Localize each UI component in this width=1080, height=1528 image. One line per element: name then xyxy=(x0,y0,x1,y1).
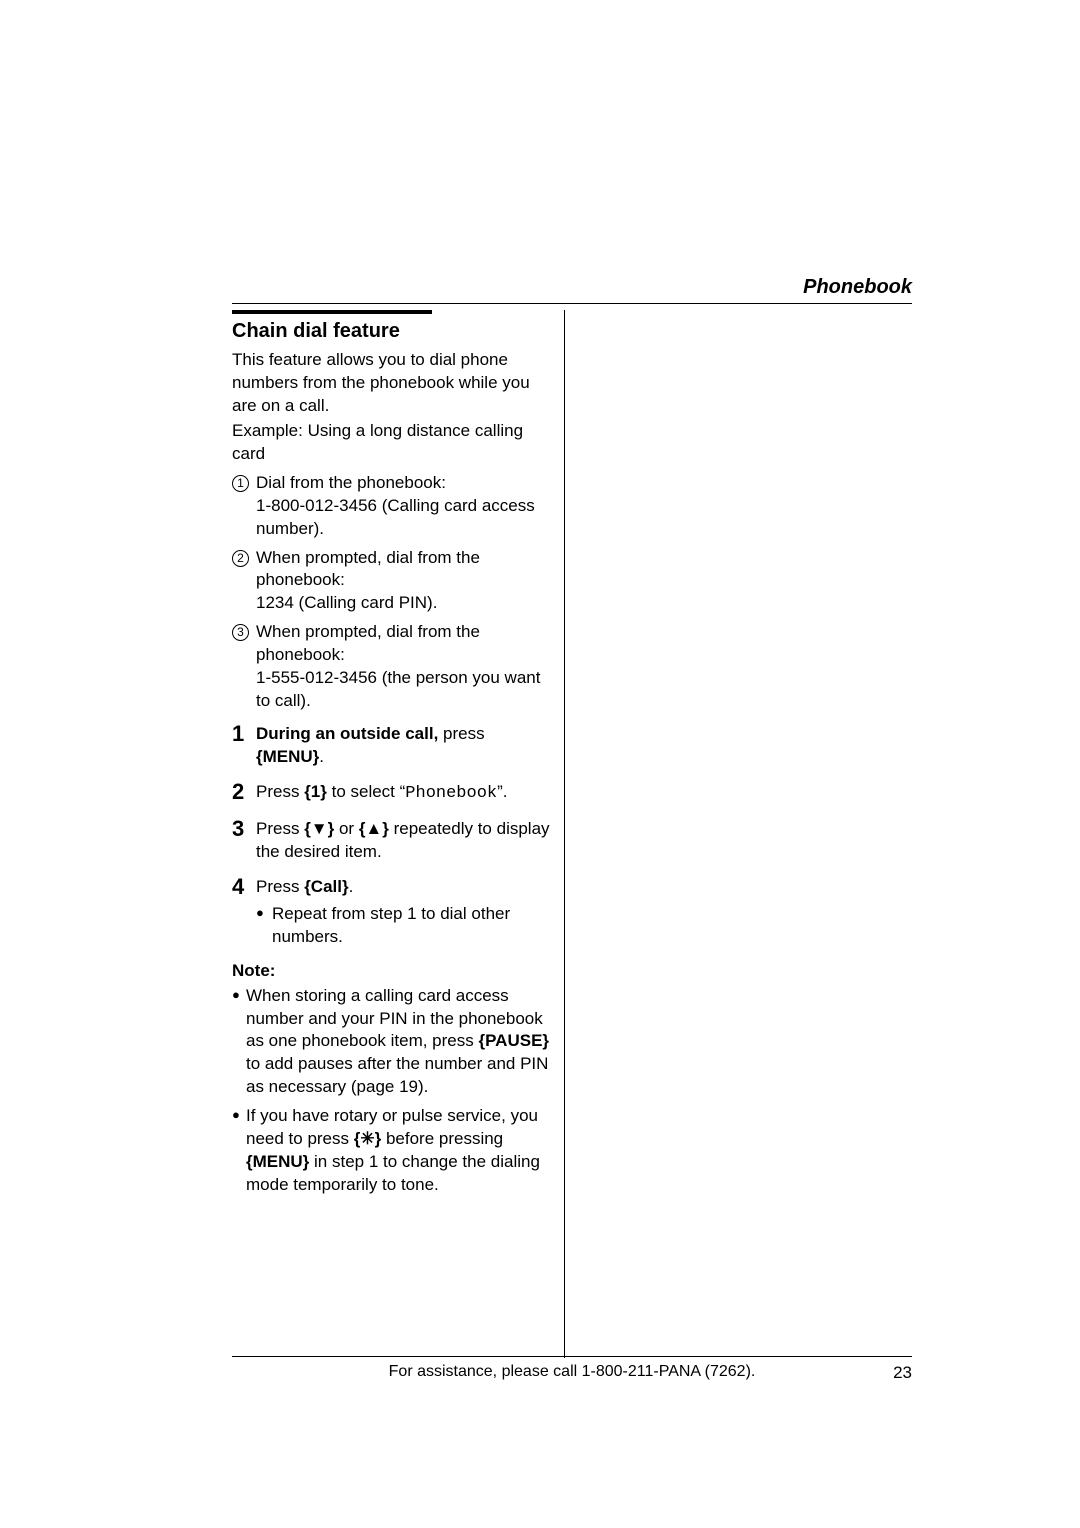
bullet-icon: ● xyxy=(232,985,246,1100)
step-text: or xyxy=(334,819,359,838)
step-number: 4 xyxy=(232,876,256,949)
note-text: before pressing xyxy=(381,1129,503,1148)
circled-number-icon: 1 xyxy=(232,472,256,541)
footer-text: For assistance, please call 1-800-211-PA… xyxy=(389,1363,756,1381)
button-label: {MENU} xyxy=(246,1152,309,1171)
circled-number-icon: 2 xyxy=(232,547,256,616)
step-body: Press {▼} or {▲} repeatedly to display t… xyxy=(256,818,552,864)
circled-body: When prompted, dial from the phonebook: … xyxy=(256,621,552,713)
button-label: {▼} xyxy=(304,819,334,838)
step-number: 3 xyxy=(232,818,256,864)
note-text: to add pauses after the number and PIN a… xyxy=(246,1054,548,1096)
step-item: 4 Press {Call}. ● Repeat from step 1 to … xyxy=(232,876,552,949)
feature-intro: This feature allows you to dial phone nu… xyxy=(232,349,552,418)
circled-text: 1-555-012-3456 (the person you want to c… xyxy=(256,668,540,710)
page-footer: For assistance, please call 1-800-211-PA… xyxy=(232,1356,912,1381)
circled-item: 1 Dial from the phonebook: 1-800-012-345… xyxy=(232,472,552,541)
step-body: Press {1} to select “Phonebook”. xyxy=(256,781,552,806)
feature-rule xyxy=(232,310,432,314)
step-text: ”. xyxy=(497,782,507,801)
button-label: {MENU} xyxy=(256,747,319,766)
button-label: {1} xyxy=(304,782,327,801)
bullet-icon: ● xyxy=(232,1105,246,1197)
step-number: 1 xyxy=(232,723,256,769)
sub-bullet: ● Repeat from step 1 to dial other numbe… xyxy=(256,903,552,949)
example-label: Example: Using a long distance calling c… xyxy=(232,420,552,466)
button-label: {PAUSE} xyxy=(478,1031,549,1050)
button-label: {✳} xyxy=(354,1129,381,1148)
circled-body: When prompted, dial from the phonebook: … xyxy=(256,547,552,616)
button-label: {▲} xyxy=(359,819,389,838)
step-number: 2 xyxy=(232,781,256,806)
two-column-layout: Chain dial feature This feature allows y… xyxy=(232,310,912,1358)
page-content: Phonebook Chain dial feature This featur… xyxy=(232,276,912,1358)
header-rule xyxy=(232,303,912,304)
circled-number-icon: 3 xyxy=(232,621,256,713)
circled-text: Dial from the phonebook: xyxy=(256,473,446,492)
button-label: {Call} xyxy=(304,877,348,896)
section-title: Phonebook xyxy=(232,276,912,299)
circled-text: 1234 (Calling card PIN). xyxy=(256,593,437,612)
note-body: When storing a calling card access numbe… xyxy=(246,985,552,1100)
step-body: During an outside call, press {MENU}. xyxy=(256,723,552,769)
left-column: Chain dial feature This feature allows y… xyxy=(232,310,564,1358)
step-bold-text: During an outside call, xyxy=(256,724,438,743)
circled-list: 1 Dial from the phonebook: 1-800-012-345… xyxy=(232,472,552,713)
step-body: Press {Call}. ● Repeat from step 1 to di… xyxy=(256,876,552,949)
bullet-icon: ● xyxy=(256,903,272,949)
mono-text: Phonebook xyxy=(405,784,497,803)
circled-text: 1-800-012-3456 (Calling card access numb… xyxy=(256,496,535,538)
note-heading: Note: xyxy=(232,961,552,981)
circled-item: 2 When prompted, dial from the phonebook… xyxy=(232,547,552,616)
step-item: 2 Press {1} to select “Phonebook”. xyxy=(232,781,552,806)
note-item: ● When storing a calling card access num… xyxy=(232,985,552,1100)
sub-bullet-text: Repeat from step 1 to dial other numbers… xyxy=(272,903,552,949)
note-item: ● If you have rotary or pulse service, y… xyxy=(232,1105,552,1197)
page-number: 23 xyxy=(893,1363,912,1383)
step-item: 3 Press {▼} or {▲} repeatedly to display… xyxy=(232,818,552,864)
step-text: . xyxy=(349,877,354,896)
step-text: to select “ xyxy=(327,782,405,801)
step-text: Press xyxy=(256,819,304,838)
circled-text: When prompted, dial from the phonebook: xyxy=(256,622,480,664)
step-item: 1 During an outside call, press {MENU}. xyxy=(232,723,552,769)
step-text: . xyxy=(319,747,324,766)
step-text: Press xyxy=(256,877,304,896)
circled-body: Dial from the phonebook: 1-800-012-3456 … xyxy=(256,472,552,541)
step-text: Press xyxy=(256,782,304,801)
right-column xyxy=(564,310,912,1358)
note-body: If you have rotary or pulse service, you… xyxy=(246,1105,552,1197)
feature-title: Chain dial feature xyxy=(232,320,552,343)
numbered-steps: 1 During an outside call, press {MENU}. … xyxy=(232,723,552,949)
step-text: press xyxy=(438,724,484,743)
circled-text: When prompted, dial from the phonebook: xyxy=(256,548,480,590)
circled-item: 3 When prompted, dial from the phonebook… xyxy=(232,621,552,713)
